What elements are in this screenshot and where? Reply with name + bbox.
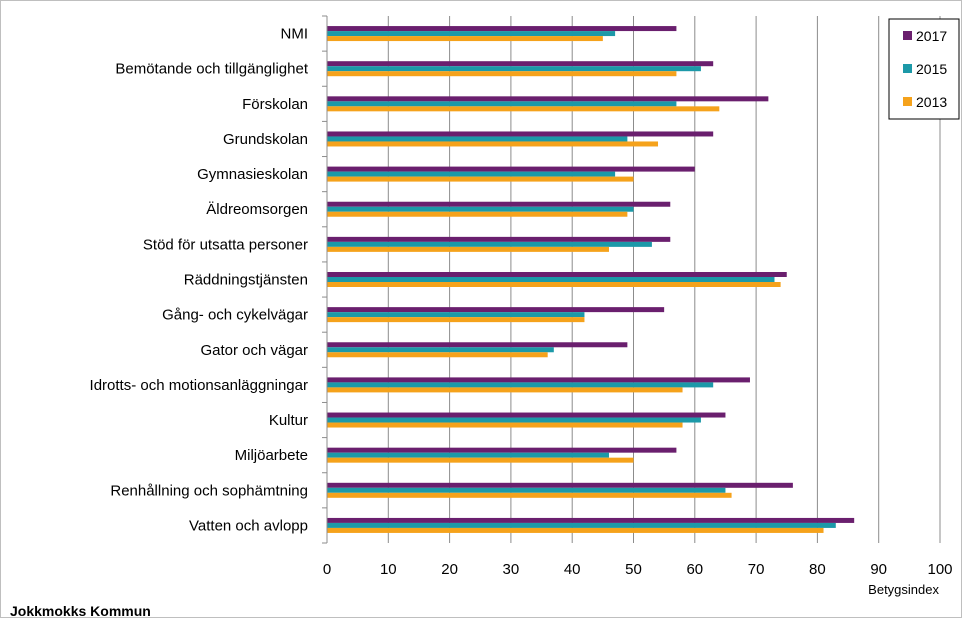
category-label: Grundskolan — [223, 131, 308, 148]
legend: 2017 2015 2013 — [888, 18, 960, 120]
bar-2013-6 — [327, 246, 609, 252]
bar-2015-12 — [327, 452, 609, 458]
bar-2013-1 — [327, 71, 677, 77]
category-label: Kultur — [269, 412, 308, 429]
bar-2015-13 — [327, 487, 726, 493]
category-labels: NMI Bemötande och tillgänglighet Förskolan… — [90, 26, 309, 535]
category-label: Bemötande och tillgänglighet — [115, 61, 308, 78]
category-label: Äldreomsorgen — [206, 201, 308, 218]
bar-2013-10 — [327, 387, 683, 393]
x-tick-label: 10 — [380, 561, 397, 578]
category-label: Stöd för utsatta personer — [143, 236, 308, 253]
bar-2013-8 — [327, 317, 585, 323]
x-tick-label: 40 — [564, 561, 581, 578]
legend-swatch-2017 — [903, 31, 912, 40]
category-label: Vatten och avlopp — [189, 517, 308, 534]
legend-box — [888, 18, 960, 120]
bar-2017-6 — [327, 236, 671, 242]
bar-2017-14 — [327, 517, 855, 523]
bar-2017-1 — [327, 61, 714, 67]
bar-2015-9 — [327, 347, 554, 353]
bar-2015-14 — [327, 522, 836, 528]
x-axis-label: Betygsindex — [868, 582, 939, 597]
bar-2013-2 — [327, 106, 720, 112]
category-label: Miljöarbete — [235, 447, 308, 464]
legend-swatch-2015 — [903, 64, 912, 73]
category-label: Gång- och cykelvägar — [162, 307, 308, 324]
bar-2015-4 — [327, 171, 616, 177]
x-tick-label: 100 — [927, 561, 952, 578]
bar-2013-4 — [327, 176, 634, 182]
bar-2017-5 — [327, 201, 671, 207]
bar-2013-7 — [327, 282, 781, 287]
bar-2015-8 — [327, 312, 585, 318]
bar-2017-2 — [327, 96, 769, 102]
x-tick-label: 70 — [748, 561, 765, 578]
bars — [327, 26, 855, 533]
category-label: Idrotts- och motionsanläggningar — [90, 377, 308, 394]
legend-label-2017: 2017 — [916, 28, 947, 44]
bar-2017-13 — [327, 482, 793, 488]
bar-2017-7 — [327, 272, 787, 277]
x-tick-labels: 0 10 20 30 40 50 60 70 80 90 100 — [323, 561, 953, 578]
bar-2015-10 — [327, 382, 714, 388]
x-tick-label: 30 — [503, 561, 520, 578]
bar-2015-2 — [327, 101, 677, 107]
bar-2017-8 — [327, 307, 665, 313]
bar-2013-3 — [327, 141, 659, 147]
bar-2013-12 — [327, 457, 634, 463]
bar-2013-13 — [327, 492, 732, 498]
x-tick-label: 90 — [870, 561, 887, 578]
bar-2013-0 — [327, 36, 603, 42]
x-tick-label: 60 — [686, 561, 703, 578]
bar-2017-4 — [327, 166, 695, 172]
bar-2013-9 — [327, 352, 548, 358]
bar-2013-14 — [327, 527, 824, 533]
category-label: Gymnasieskolan — [197, 166, 308, 183]
category-label: Renhållning och sophämtning — [110, 482, 308, 499]
category-label: Gator och vägar — [200, 342, 308, 359]
legend-label-2013: 2013 — [916, 94, 947, 110]
category-label: Räddningstjänsten — [184, 272, 308, 289]
bar-2015-6 — [327, 241, 652, 247]
legend-label-2015: 2015 — [916, 61, 947, 77]
category-label: NMI — [281, 26, 309, 43]
x-tick-label: 20 — [441, 561, 458, 578]
x-tick-label: 80 — [809, 561, 826, 578]
bar-2017-0 — [327, 26, 677, 32]
footer-text: Jokkmokks Kommun — [10, 603, 151, 619]
bar-2015-3 — [327, 136, 628, 142]
bar-2015-0 — [327, 31, 616, 37]
x-tick-label: 50 — [625, 561, 642, 578]
x-tick-label: 0 — [323, 561, 331, 578]
bar-2015-1 — [327, 66, 701, 72]
bar-2015-7 — [327, 277, 775, 282]
bar-2013-11 — [327, 422, 683, 428]
bar-2015-11 — [327, 417, 701, 423]
bar-2017-12 — [327, 447, 677, 453]
bar-2017-3 — [327, 131, 714, 137]
category-label: Förskolan — [242, 96, 308, 113]
legend-swatch-2013 — [903, 97, 912, 106]
axes — [322, 15, 328, 544]
bar-2015-5 — [327, 206, 634, 212]
bar-2013-5 — [327, 211, 628, 217]
bar-2017-10 — [327, 377, 750, 383]
bar-2017-11 — [327, 412, 726, 418]
bar-2017-9 — [327, 342, 628, 348]
